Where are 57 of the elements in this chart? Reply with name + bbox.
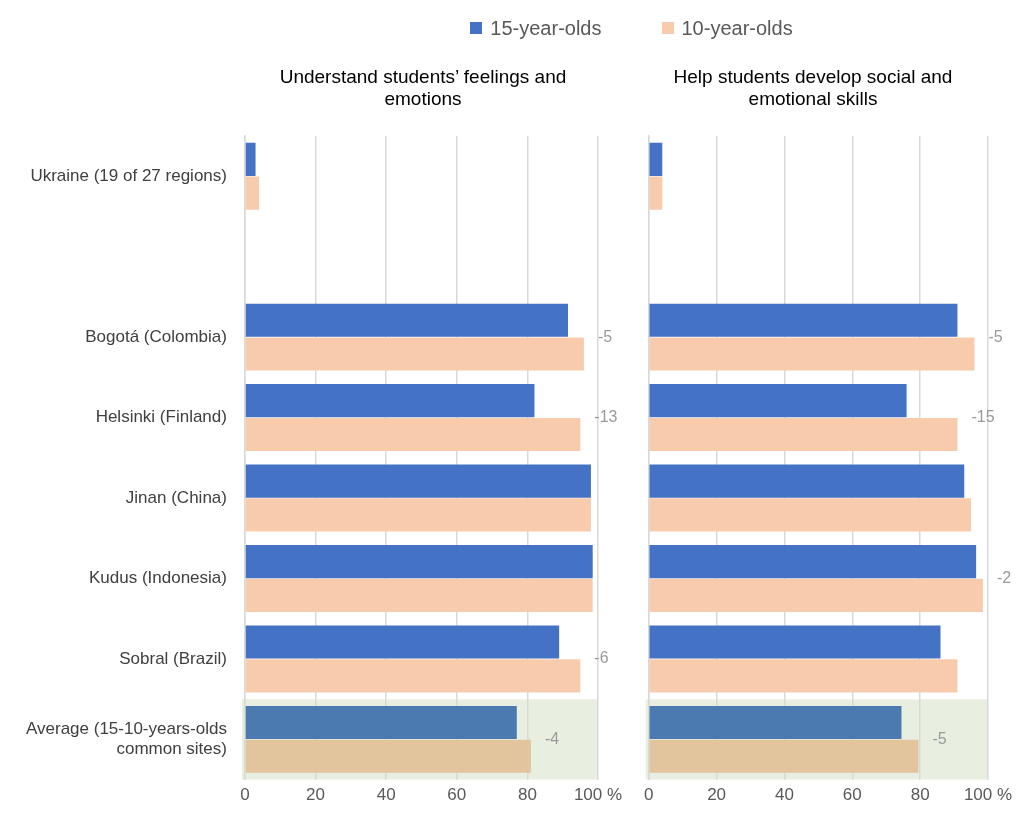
annotation: -15 bbox=[971, 407, 995, 425]
bar bbox=[649, 337, 975, 371]
bar bbox=[245, 176, 260, 210]
annotation: -5 bbox=[988, 327, 1003, 345]
chart-title: Help students develop social and emotional skills bbox=[673, 66, 953, 109]
bar bbox=[245, 545, 593, 579]
bar bbox=[245, 464, 591, 498]
bar bbox=[245, 498, 591, 532]
bar bbox=[245, 578, 593, 612]
bar bbox=[649, 498, 972, 532]
bar bbox=[245, 705, 517, 740]
bar bbox=[649, 705, 902, 740]
bar bbox=[245, 625, 560, 659]
x-tick-label: 80 bbox=[910, 785, 930, 805]
y-tick-label: Bogotá (Colombia) bbox=[85, 326, 227, 346]
x-tick-label: 60 bbox=[842, 785, 862, 805]
bar bbox=[649, 659, 958, 693]
x-tick-label: 40 bbox=[376, 785, 396, 805]
y-tick-label: Average (15-10-years-olds common sites) bbox=[25, 718, 227, 759]
annotation: -5 bbox=[932, 729, 947, 747]
bar bbox=[649, 464, 965, 498]
x-tick-label: 100 % bbox=[963, 785, 1013, 805]
y-tick-label: Jinan (China) bbox=[125, 487, 227, 507]
legend-label: 10-year-olds bbox=[681, 16, 793, 40]
bar bbox=[649, 545, 977, 579]
y-tick-label: Ukraine (19 of 27 regions) bbox=[30, 165, 227, 185]
x-tick-label: 20 bbox=[306, 785, 326, 805]
bar bbox=[245, 142, 256, 176]
x-tick-label: 0 bbox=[240, 785, 250, 805]
annotation: -4 bbox=[544, 729, 560, 747]
annotation: -5 bbox=[597, 327, 613, 345]
bar bbox=[649, 303, 958, 337]
x-tick-label: 60 bbox=[447, 785, 467, 805]
bar bbox=[649, 384, 907, 418]
bar bbox=[245, 659, 581, 693]
bar bbox=[649, 578, 983, 612]
bar bbox=[245, 337, 584, 371]
bar bbox=[649, 625, 941, 659]
x-tick-label: 20 bbox=[707, 785, 727, 805]
annotation: -6 bbox=[594, 649, 609, 667]
bar bbox=[245, 384, 535, 418]
bar bbox=[649, 142, 663, 176]
chart-title: Understand students’ feelings and emotions bbox=[279, 66, 567, 109]
bar bbox=[245, 303, 568, 337]
y-tick-label: Sobral (Brazil) bbox=[119, 648, 227, 668]
annotation: -13 bbox=[594, 407, 618, 425]
x-tick-label: 0 bbox=[643, 785, 654, 805]
x-tick-label: 100 % bbox=[573, 785, 623, 805]
x-tick-label: 80 bbox=[517, 785, 537, 805]
legend-label: 15-year-olds bbox=[490, 16, 602, 40]
annotation: -2 bbox=[996, 568, 1012, 586]
bar bbox=[649, 176, 663, 210]
bar bbox=[245, 417, 581, 452]
y-tick-label: Helsinki (Finland) bbox=[95, 407, 227, 427]
x-tick-label: 40 bbox=[774, 785, 794, 805]
y-tick-label: Kudus (Indonesia) bbox=[88, 568, 227, 588]
bar bbox=[649, 417, 958, 452]
